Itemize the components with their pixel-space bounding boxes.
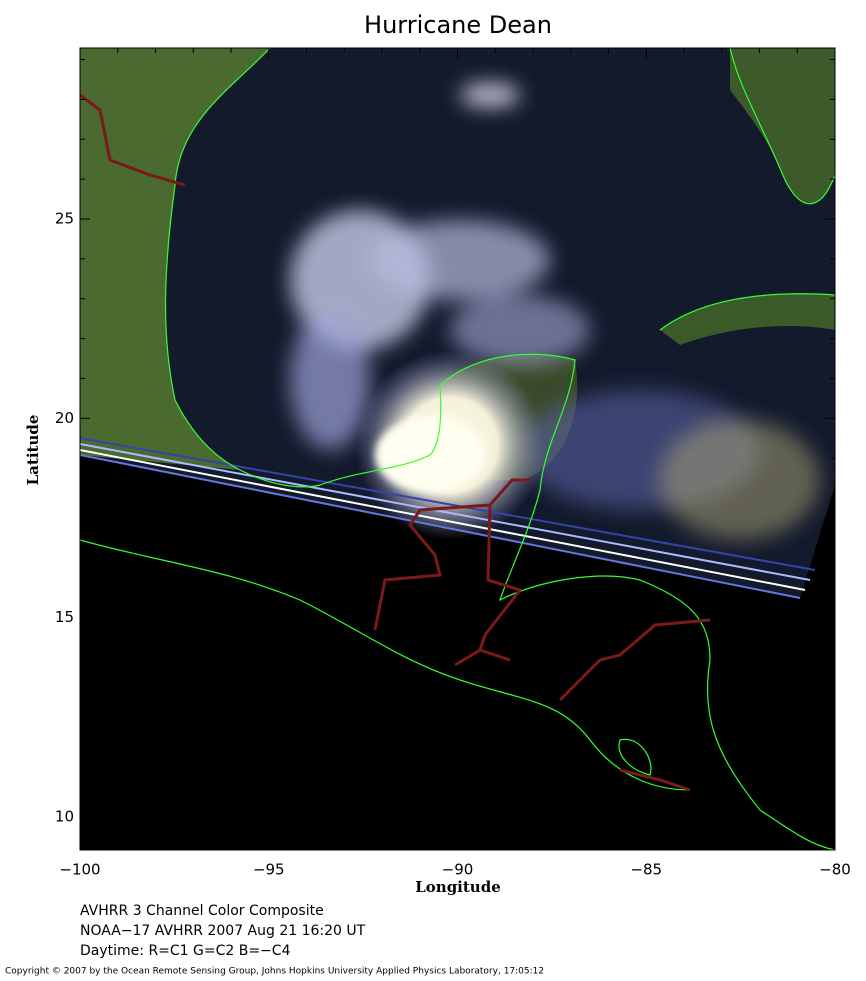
title: Hurricane Dean: [364, 11, 552, 39]
caption-line: NOAA−17 AVHRR 2007 Aug 21 16:20 UT: [80, 923, 366, 939]
land-cuba: [660, 293, 835, 345]
y-tick-label: 10: [55, 807, 74, 825]
x-tick-label: −95: [253, 861, 285, 879]
coastlines: [80, 48, 835, 850]
x-tick-label: −100: [59, 861, 100, 879]
y-axis-label: Latitude: [24, 415, 42, 486]
land-mexico: [80, 48, 270, 470]
swath-edge: [80, 437, 816, 599]
caption-line: Daytime: R=C1 G=C2 B=−C4: [80, 943, 291, 959]
y-tick-label: 15: [55, 608, 74, 626]
satellite-image: [80, 48, 835, 850]
copyright: Copyright © 2007 by the Ocean Remote Sen…: [5, 967, 544, 977]
y-tick-label: 20: [55, 409, 74, 427]
x-tick-label: −85: [630, 861, 662, 879]
caption-line: AVHRR 3 Channel Color Composite: [80, 903, 324, 919]
x-tick-label: −80: [819, 861, 851, 879]
land-florida: [730, 48, 835, 204]
x-axis-label: Longitude: [415, 878, 501, 896]
x-tick-label: −90: [442, 861, 474, 879]
borders: [80, 93, 711, 792]
clouds: [290, 83, 820, 540]
y-tick-label: 25: [55, 210, 74, 228]
